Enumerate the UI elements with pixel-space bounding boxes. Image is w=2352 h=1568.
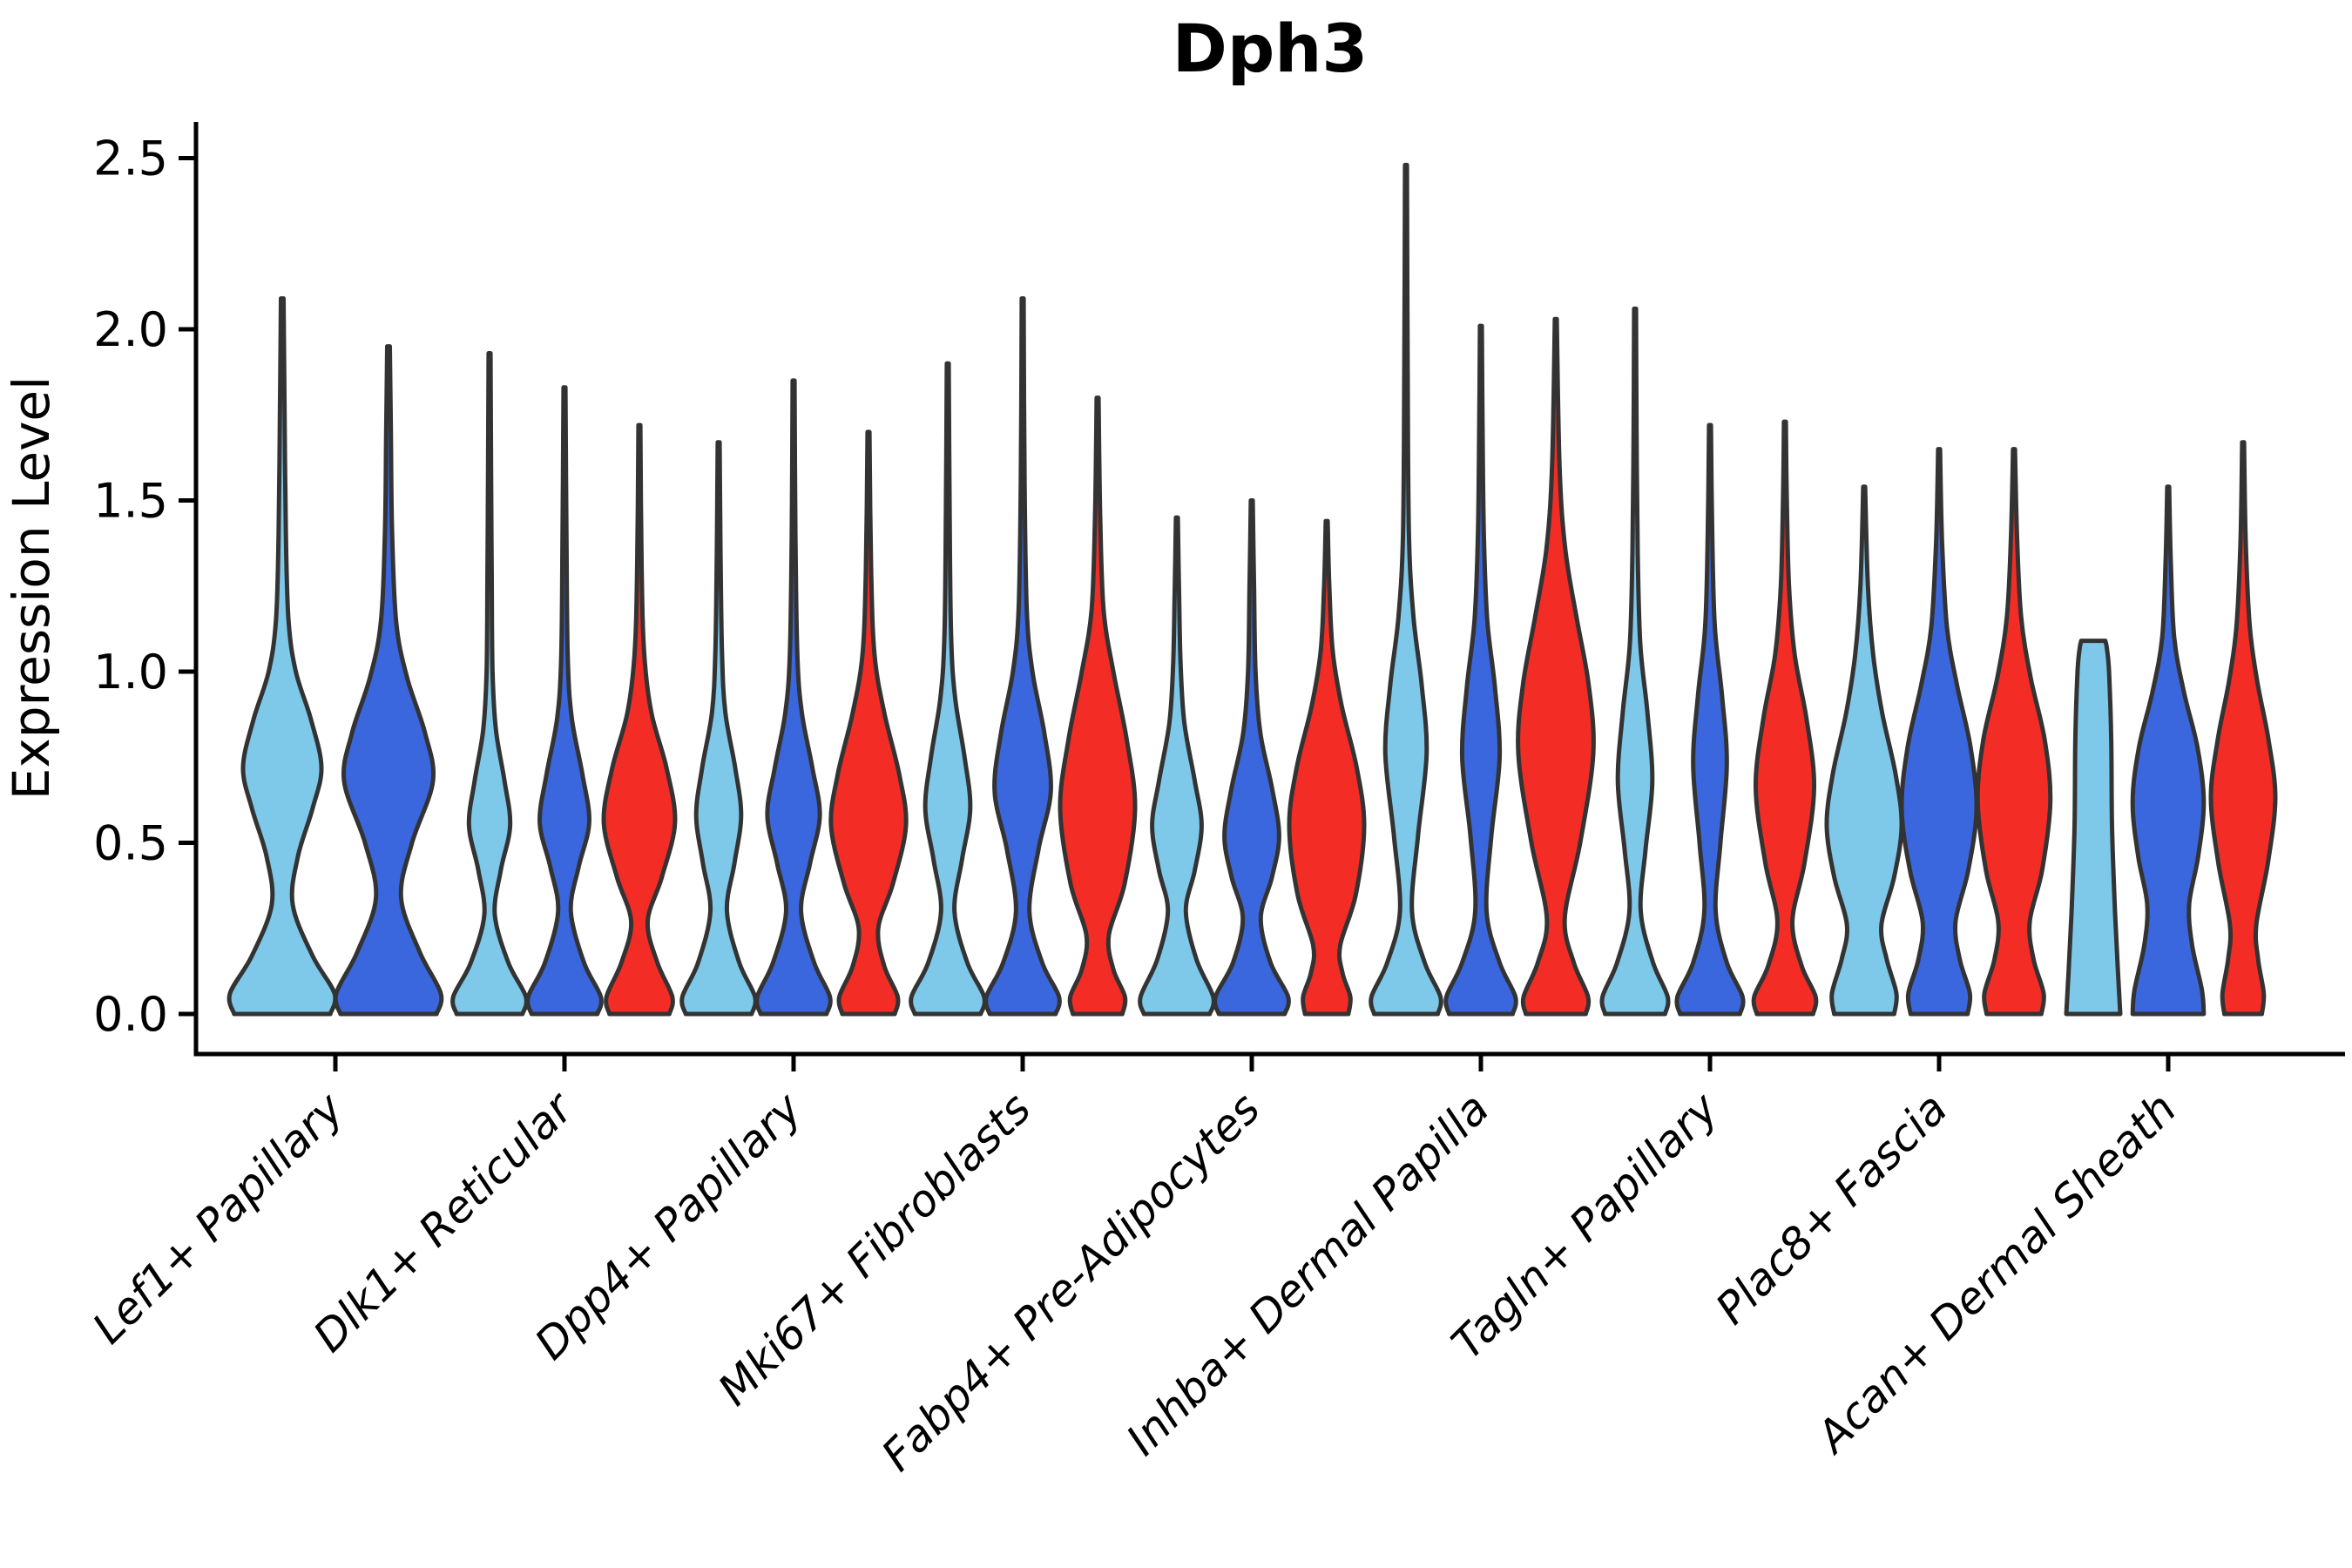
violin-fabp4-red — [1287, 518, 1367, 1017]
y-tick-label: 1.0 — [93, 645, 168, 700]
violin-plac8-blue — [1899, 447, 1979, 1017]
violin-mki67-red — [1058, 395, 1138, 1017]
violin-dlk1-blue — [525, 385, 604, 1017]
violin-tagln-light_blue — [1599, 306, 1671, 1017]
violin-dpp4-red — [828, 429, 909, 1017]
y-tick-label: 1.5 — [93, 474, 168, 529]
violin-inhba-light_blue — [1369, 162, 1443, 1017]
violin-tagln-red — [1751, 419, 1819, 1017]
violin-lef1-blue — [333, 344, 444, 1017]
x-tick-label: Lef1+ Papillary — [83, 1082, 354, 1353]
violin-acan-red — [2208, 440, 2278, 1017]
violin-acan-blue — [2130, 484, 2207, 1017]
violin-dpp4-blue — [754, 378, 833, 1017]
y-tick-label: 2.5 — [93, 132, 168, 186]
y-tick-label: 2.0 — [93, 302, 168, 357]
violin-mki67-light_blue — [909, 361, 987, 1017]
x-tick-label: Inhba+ Dermal Papilla — [1117, 1083, 1498, 1464]
violin-fabp4-light_blue — [1138, 515, 1216, 1017]
violin-acan-light_blue — [2064, 639, 2123, 1017]
chart-title: Dph3 — [1173, 10, 1368, 87]
y-tick-label: 0.5 — [93, 816, 168, 871]
violin-inhba-blue — [1443, 323, 1518, 1017]
violin-lef1-light_blue — [226, 296, 338, 1017]
x-tick-label: Acan+ Dermal Sheath — [1806, 1083, 2186, 1463]
violin-dlk1-light_blue — [450, 351, 529, 1017]
violin-dpp4-light_blue — [679, 440, 758, 1017]
violins-layer — [226, 162, 2278, 1017]
violin-dlk1-red — [601, 422, 678, 1017]
y-axis-label: Expression Level — [2, 376, 61, 800]
violin-plac8-red — [1975, 447, 2053, 1017]
violin-fabp4-blue — [1213, 498, 1291, 1017]
violin-inhba-red — [1516, 316, 1596, 1017]
violin-plac8-light_blue — [1824, 484, 1904, 1017]
y-tick-label: 0.0 — [93, 987, 168, 1042]
x-tick-label: Fabp4+ Pre-Adipocytes — [872, 1083, 1270, 1481]
violin-mki67-blue — [983, 296, 1062, 1017]
violin-tagln-blue — [1674, 422, 1746, 1017]
x-tick-label: Plac8+ Fascia — [1707, 1083, 1957, 1334]
